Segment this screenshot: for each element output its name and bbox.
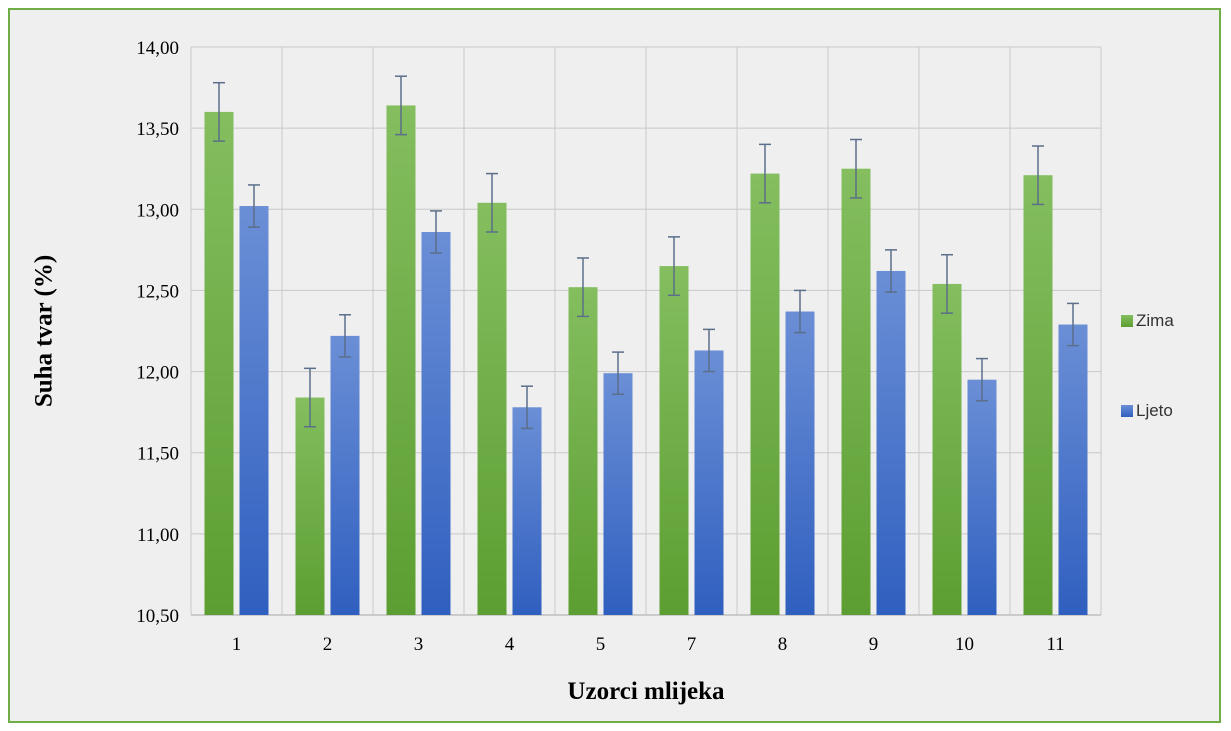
x-tick-labels: 1 2 3 4 5 7 8 9 10 11 (232, 634, 1065, 655)
legend-label: Zima (1136, 311, 1174, 330)
error-bar-ljeto-3 (430, 210, 442, 254)
bar-zima-4 (477, 202, 507, 615)
y-tick-label: 10,50 (136, 606, 179, 627)
legend-swatch (1121, 315, 1133, 327)
error-bar-ljeto-11 (1067, 302, 1079, 347)
x-tick-label: 7 (687, 634, 697, 655)
bar-zima-7 (659, 266, 689, 615)
y-tick-label: 12,00 (136, 363, 179, 384)
error-bar-zima-10 (941, 253, 953, 314)
grid-lines (190, 46, 1102, 616)
error-bar-zima-4 (486, 172, 498, 233)
y-axis-title: Suha tvar (%) (31, 255, 58, 407)
error-bar-ljeto-8 (794, 289, 806, 334)
bar-zima-5 (568, 287, 598, 615)
error-bar-zima-2 (304, 367, 316, 428)
y-tick-label: 13,00 (136, 200, 179, 221)
x-tick-label: 3 (414, 634, 424, 655)
error-bar-ljeto-1 (248, 184, 260, 228)
bar-zima-1 (204, 111, 234, 616)
bar-ljeto-3 (421, 232, 451, 615)
bar-ljeto-5 (603, 373, 633, 615)
legend: Zima Ljeto (1121, 311, 1174, 420)
y-tick-label: 12,50 (136, 281, 179, 302)
y-tick-label: 11,50 (137, 444, 179, 465)
chart-frame: 10,50 11,00 11,50 12,00 12,50 13,00 13,50 14,00… (8, 8, 1221, 723)
error-bar-zima-8 (759, 143, 771, 204)
bar-ljeto-2 (330, 335, 360, 615)
bar-ljeto-9 (876, 270, 906, 615)
x-tick-label: 4 (505, 634, 515, 655)
bar-zima-9 (841, 168, 871, 615)
x-tick-label: 10 (955, 634, 974, 655)
bar-ljeto-10 (967, 379, 997, 615)
y-tick-label: 11,00 (137, 525, 179, 546)
bar-ljeto-8 (785, 311, 815, 615)
error-bar-ljeto-5 (612, 351, 624, 396)
error-bar-zima-3 (395, 75, 407, 136)
x-tick-label: 9 (869, 634, 879, 655)
legend-item-ljeto: Ljeto (1121, 401, 1173, 420)
error-bar-ljeto-7 (703, 328, 715, 373)
x-tick-label: 1 (232, 634, 242, 655)
x-tick-label: 2 (323, 634, 333, 655)
legend-swatch (1121, 405, 1133, 417)
x-tick-label: 5 (596, 634, 606, 655)
error-bar-zima-11 (1032, 145, 1044, 206)
error-bars (213, 75, 1079, 430)
error-bar-ljeto-9 (885, 249, 897, 293)
x-tick-label: 11 (1046, 634, 1064, 655)
legend-label: Ljeto (1136, 401, 1173, 420)
y-tick-labels: 10,50 11,00 11,50 12,00 12,50 13,00 13,50 14,00 (136, 38, 179, 627)
x-axis-title: Uzorci mlijeka (567, 678, 725, 705)
bars (204, 105, 1088, 616)
x-tick-label: 8 (778, 634, 788, 655)
y-tick-label: 13,50 (136, 119, 179, 140)
bar-ljeto-1 (239, 206, 269, 616)
bar-chart: 10,50 11,00 11,50 12,00 12,50 13,00 13,50 14,00… (31, 38, 1175, 705)
error-bar-zima-9 (850, 138, 862, 199)
bar-zima-11 (1023, 175, 1053, 615)
bar-zima-2 (295, 397, 325, 615)
error-bar-ljeto-4 (521, 385, 533, 430)
error-bar-zima-5 (577, 257, 589, 318)
bar-ljeto-11 (1058, 324, 1088, 615)
bar-ljeto-7 (694, 350, 724, 615)
error-bar-zima-1 (213, 81, 225, 142)
error-bar-zima-7 (668, 236, 680, 297)
bar-zima-3 (386, 105, 416, 616)
error-bar-ljeto-10 (976, 357, 988, 402)
bar-zima-10 (932, 283, 962, 615)
y-tick-label: 14,00 (136, 38, 179, 59)
bar-zima-8 (750, 173, 780, 615)
legend-item-zima: Zima (1121, 311, 1174, 330)
error-bar-ljeto-2 (339, 314, 351, 358)
bar-ljeto-4 (512, 407, 542, 615)
